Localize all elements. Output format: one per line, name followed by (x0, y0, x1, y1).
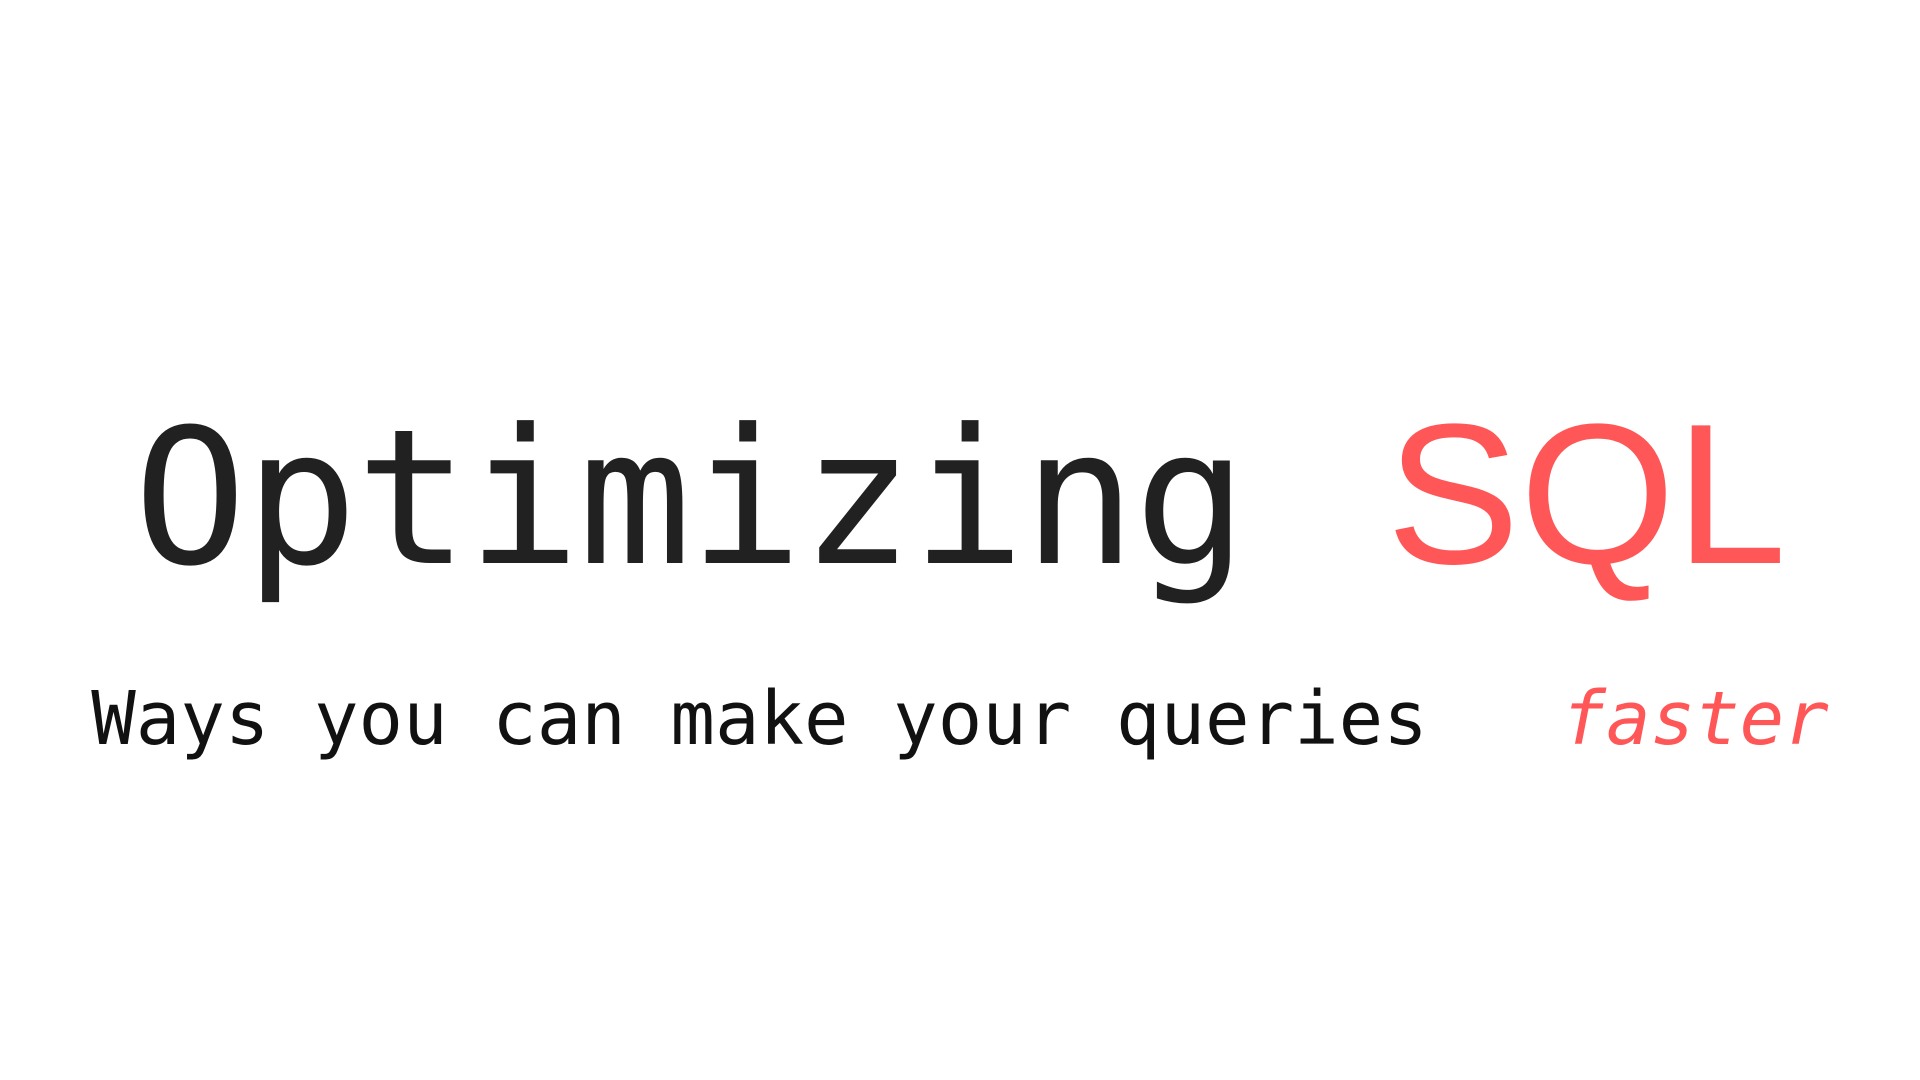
subtitle-main-text: Ways you can make your queries (91, 676, 1428, 762)
slide-title: Optimizing SQL (0, 395, 1920, 595)
title-main-text: Optimizing (133, 389, 1247, 608)
title-accent-text: SQL (1386, 383, 1787, 606)
title-spacer (1292, 395, 1339, 604)
subtitle-spacer (1472, 676, 1517, 762)
slide-subtitle: Ways you can make your queries faster (0, 682, 1920, 756)
subtitle-accent-text: faster (1561, 676, 1829, 762)
